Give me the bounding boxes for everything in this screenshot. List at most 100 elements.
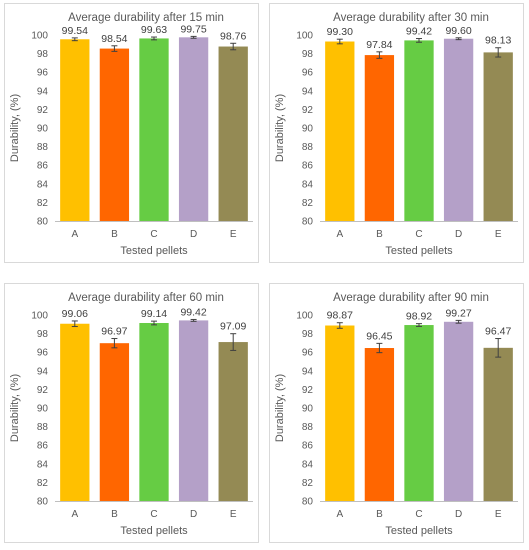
data-label-B: 97.84 xyxy=(366,39,392,51)
data-label-A: 99.06 xyxy=(62,308,88,320)
y-tick-label: 88 xyxy=(302,422,314,433)
y-tick-label: 86 xyxy=(37,441,49,452)
bar-E xyxy=(483,347,513,501)
bar-A xyxy=(325,41,355,222)
data-label-E: 98.13 xyxy=(485,35,511,47)
bar-B xyxy=(99,48,130,221)
chart-title: Average durability after 90 min xyxy=(333,292,489,304)
y-tick-label: 86 xyxy=(302,441,314,452)
y-tick-label: 96 xyxy=(302,68,314,79)
y-tick-label: 92 xyxy=(302,105,314,116)
x-tick-label-B: B xyxy=(111,229,118,240)
y-tick-label: 86 xyxy=(37,161,49,172)
x-axis-label: Tested pellets xyxy=(385,525,453,537)
data-label-D: 99.75 xyxy=(180,23,206,35)
y-tick-label: 92 xyxy=(37,105,49,116)
y-axis-label: Durability, (%) xyxy=(274,94,286,162)
y-tick-label: 98 xyxy=(302,329,314,340)
data-label-A: 99.30 xyxy=(327,26,353,38)
chart-panel-90-min: Average durability after 90 min 80 82 84 86 8… xyxy=(269,283,524,543)
y-tick-label: 80 xyxy=(302,497,314,508)
y-tick-label: 84 xyxy=(302,459,314,470)
x-axis-label: Tested pellets xyxy=(120,525,188,537)
data-label-E: 97.09 xyxy=(220,321,246,333)
bar-D xyxy=(178,320,209,501)
y-tick-label: 94 xyxy=(37,86,49,97)
y-tick-label: 94 xyxy=(302,86,314,97)
data-label-C: 99.42 xyxy=(406,26,432,38)
bar-A xyxy=(60,323,90,501)
bar-D xyxy=(178,37,209,222)
bar-E xyxy=(218,46,248,222)
data-label-E: 98.76 xyxy=(220,30,246,42)
y-tick-label: 92 xyxy=(37,385,49,396)
bar-C xyxy=(404,325,434,501)
y-tick-label: 90 xyxy=(302,124,314,135)
y-tick-label: 96 xyxy=(37,348,49,359)
x-tick-label-D: D xyxy=(455,229,462,240)
y-axis-label: Durability, (%) xyxy=(9,374,21,442)
y-tick-label: 80 xyxy=(37,217,49,228)
bar-E xyxy=(483,52,513,222)
y-tick-label: 100 xyxy=(31,311,48,322)
y-tick-label: 90 xyxy=(302,404,314,415)
bar-C xyxy=(139,322,169,501)
chart-title: Average durability after 30 min xyxy=(333,12,489,24)
y-tick-label: 98 xyxy=(37,329,49,340)
bar-A xyxy=(60,39,90,221)
chart-title: Average durability after 15 min xyxy=(68,12,224,24)
x-tick-label-E: E xyxy=(230,229,237,240)
y-tick-label: 88 xyxy=(302,142,314,153)
y-tick-label: 90 xyxy=(37,124,49,135)
y-tick-label: 100 xyxy=(296,311,313,322)
y-tick-label: 80 xyxy=(302,217,314,228)
x-axis-label: Tested pellets xyxy=(385,245,453,257)
y-tick-label: 98 xyxy=(302,49,314,60)
x-tick-label-D: D xyxy=(190,509,197,520)
y-tick-label: 94 xyxy=(37,366,49,377)
bar-D xyxy=(443,38,474,221)
data-label-D: 99.42 xyxy=(180,306,206,318)
y-tick-label: 88 xyxy=(37,142,49,153)
chart-panel-60-min: Average durability after 60 min 80 82 84 86 8… xyxy=(4,283,259,543)
bar-C xyxy=(404,40,434,222)
chart-title: Average durability after 60 min xyxy=(68,292,224,304)
x-tick-label-C: C xyxy=(415,509,422,520)
bar-B xyxy=(364,55,395,222)
data-label-C: 98.92 xyxy=(406,311,432,323)
y-tick-label: 90 xyxy=(37,404,49,415)
data-label-E: 96.47 xyxy=(485,326,511,338)
y-tick-label: 86 xyxy=(302,161,314,172)
x-axis-label: Tested pellets xyxy=(120,245,188,257)
y-tick-label: 82 xyxy=(302,478,314,489)
x-tick-label-D: D xyxy=(455,509,462,520)
bar-C xyxy=(139,38,169,221)
chart-svg-15-min: Average durability after 15 min 80 82 84 86 8… xyxy=(9,12,253,257)
x-tick-label-A: A xyxy=(71,229,78,240)
data-label-A: 99.54 xyxy=(62,25,88,37)
y-tick-label: 80 xyxy=(37,497,49,508)
x-tick-label-B: B xyxy=(111,509,118,520)
data-label-C: 99.63 xyxy=(141,24,167,36)
data-label-D: 99.60 xyxy=(445,25,471,37)
bar-A xyxy=(325,325,355,501)
chart-svg-60-min: Average durability after 60 min 80 82 84 86 8… xyxy=(9,292,253,537)
x-tick-label-E: E xyxy=(495,229,502,240)
chart-svg-30-min: Average durability after 30 min 80 82 84 86 8… xyxy=(274,12,518,257)
y-tick-label: 82 xyxy=(37,478,49,489)
data-label-B: 96.45 xyxy=(366,330,392,342)
x-tick-label-A: A xyxy=(71,509,78,520)
y-tick-label: 82 xyxy=(37,198,49,209)
y-tick-label: 88 xyxy=(37,422,49,433)
y-tick-label: 84 xyxy=(302,179,314,190)
y-axis-label: Durability, (%) xyxy=(274,374,286,442)
y-tick-label: 84 xyxy=(37,179,49,190)
x-tick-label-C: C xyxy=(150,229,157,240)
x-tick-label-B: B xyxy=(376,509,383,520)
x-tick-label-C: C xyxy=(415,229,422,240)
x-tick-label-A: A xyxy=(336,509,343,520)
chart-panel-15-min: Average durability after 15 min 80 82 84 86 8… xyxy=(4,3,259,263)
y-tick-label: 100 xyxy=(296,31,313,42)
data-label-B: 96.97 xyxy=(101,326,127,338)
y-tick-label: 96 xyxy=(302,348,314,359)
